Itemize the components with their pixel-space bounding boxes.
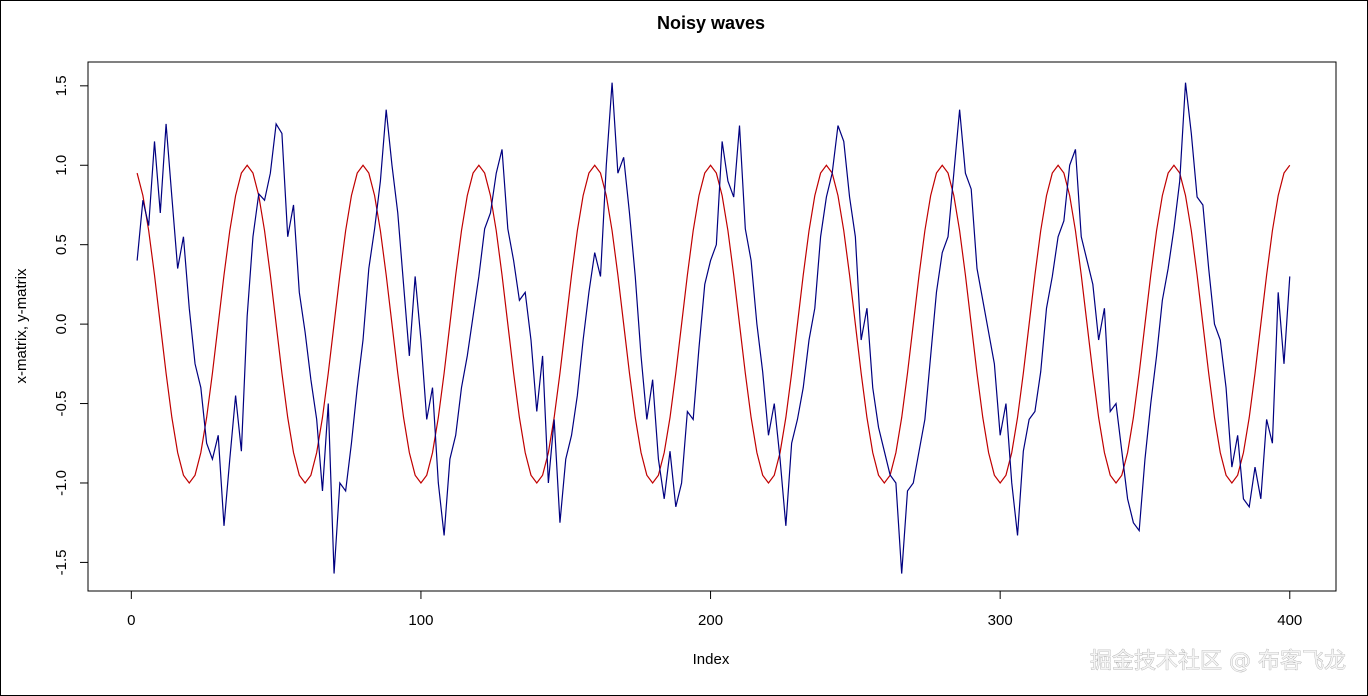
y-tick-label: 1.5 bbox=[53, 75, 70, 96]
y-axis-title: x-matrix, y-matrix bbox=[13, 268, 30, 383]
y-tick-label: 0.0 bbox=[53, 314, 70, 335]
x-tick-label: 0 bbox=[127, 612, 135, 629]
x-tick-label: 400 bbox=[1277, 612, 1302, 629]
series-line bbox=[136, 164, 1291, 484]
series-line bbox=[136, 82, 1291, 574]
x-tick-label: 200 bbox=[698, 612, 723, 629]
y-tick-label: 0.5 bbox=[53, 234, 70, 255]
y-tick-label: -1.0 bbox=[53, 470, 70, 496]
x-axis-title: Index bbox=[693, 651, 730, 668]
x-tick-label: 100 bbox=[408, 612, 433, 629]
x-tick-label: 300 bbox=[988, 612, 1013, 629]
chart-title: Noisy waves bbox=[657, 13, 765, 33]
y-tick-label: 1.0 bbox=[53, 155, 70, 176]
y-tick-label: -0.5 bbox=[53, 391, 70, 417]
watermark: 掘金技术社区 @ 布客飞龙 bbox=[1090, 649, 1346, 674]
y-tick-label: -1.5 bbox=[53, 549, 70, 575]
